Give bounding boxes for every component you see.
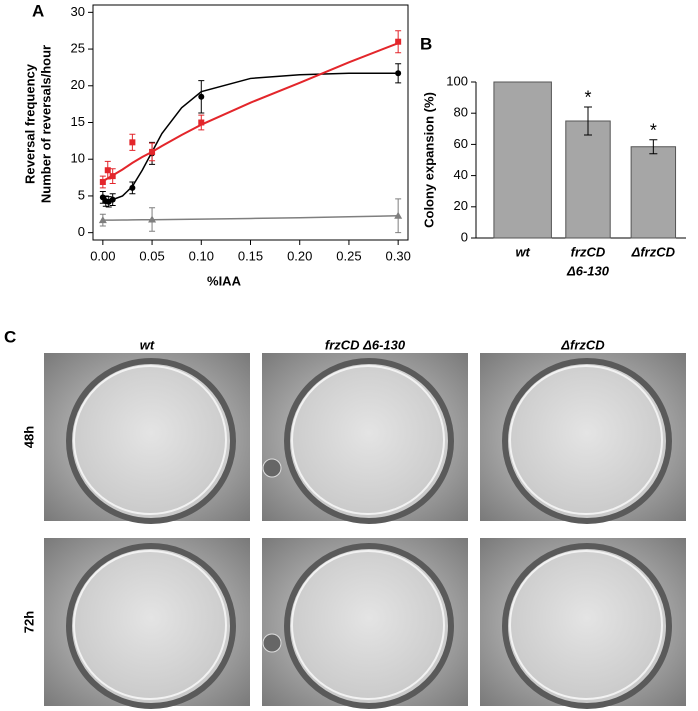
error-bar bbox=[584, 106, 592, 136]
point bbox=[148, 215, 157, 223]
point bbox=[98, 216, 107, 224]
y-tick-label: 15 bbox=[71, 114, 85, 129]
row-header: 48h bbox=[21, 426, 36, 448]
colony-rim bbox=[66, 358, 236, 524]
x-tick-label: frzCD bbox=[571, 244, 606, 259]
x-tick-label: Δ6-130 bbox=[566, 263, 610, 278]
significance: * bbox=[650, 120, 657, 140]
y-axis-label: Number of reversals/hour bbox=[38, 45, 53, 203]
fit-line bbox=[102, 215, 399, 221]
point bbox=[109, 196, 116, 203]
x-tick-label: ΔfrzCD bbox=[631, 244, 676, 259]
x-tick-label: wt bbox=[515, 244, 530, 259]
y-tick-label: 60 bbox=[454, 136, 468, 151]
point bbox=[198, 93, 205, 100]
y-tick-label: 100 bbox=[446, 73, 468, 88]
y-tick-label: 20 bbox=[71, 77, 85, 92]
y-tick-label: 80 bbox=[454, 105, 468, 120]
panel-label: B bbox=[420, 34, 432, 53]
x-tick-label: 0.10 bbox=[189, 248, 214, 263]
fit-line bbox=[102, 42, 399, 183]
point bbox=[129, 139, 136, 146]
bar bbox=[493, 81, 552, 239]
point bbox=[99, 178, 106, 185]
x-tick-label: 0.30 bbox=[386, 248, 411, 263]
column-header: frzCD Δ6-130 bbox=[325, 337, 406, 352]
point bbox=[149, 148, 156, 155]
x-tick-label: 0.25 bbox=[336, 248, 361, 263]
panel-label: A bbox=[32, 1, 44, 20]
x-tick-label: 0.05 bbox=[139, 248, 164, 263]
fit-line bbox=[102, 72, 399, 202]
y-tick-label: 0 bbox=[461, 229, 468, 244]
x-tick-label: 0.15 bbox=[238, 248, 263, 263]
colony-rim-highlight bbox=[291, 365, 445, 515]
colony-rim bbox=[502, 358, 672, 524]
y-tick-label: 40 bbox=[454, 167, 468, 182]
y-tick-label: 5 bbox=[78, 187, 85, 202]
error-bar bbox=[649, 139, 658, 155]
x-tick-label: 0.20 bbox=[287, 248, 312, 263]
point bbox=[129, 184, 136, 191]
y-tick-label: 30 bbox=[71, 4, 85, 19]
significance: * bbox=[584, 88, 591, 108]
y-tick-label: 20 bbox=[454, 198, 468, 213]
y-axis-label: Colony expansion (%) bbox=[421, 92, 436, 228]
bar bbox=[565, 120, 611, 239]
point bbox=[395, 38, 402, 45]
plot-frame bbox=[92, 4, 409, 241]
point bbox=[109, 173, 116, 180]
x-axis-label: %IAA bbox=[207, 273, 242, 288]
point bbox=[104, 167, 111, 174]
y-tick-label: 10 bbox=[71, 151, 85, 166]
bubble bbox=[262, 633, 282, 653]
column-header: wt bbox=[140, 337, 155, 352]
colony-rim-highlight bbox=[73, 365, 227, 515]
colony-rim-highlight bbox=[73, 550, 227, 700]
panel-label: C bbox=[4, 327, 16, 346]
colony-rim bbox=[284, 543, 454, 709]
bar bbox=[630, 146, 677, 239]
colony-rim bbox=[66, 543, 236, 709]
colony-rim-highlight bbox=[509, 365, 663, 515]
colony-rim bbox=[502, 543, 672, 709]
column-header: ΔfrzCD bbox=[560, 337, 605, 352]
y-axis-label: Reversal frequency bbox=[22, 63, 37, 184]
y-tick-label: 0 bbox=[78, 224, 85, 239]
colony-rim bbox=[284, 358, 454, 524]
x-tick-label: 0.00 bbox=[90, 248, 115, 263]
colony-rim-highlight bbox=[509, 550, 663, 700]
point bbox=[394, 211, 403, 219]
y-tick-label: 25 bbox=[71, 41, 85, 56]
bubble bbox=[262, 458, 282, 478]
point bbox=[395, 70, 402, 77]
point bbox=[198, 119, 205, 126]
row-header: 72h bbox=[21, 611, 36, 633]
colony-rim-highlight bbox=[291, 550, 445, 700]
